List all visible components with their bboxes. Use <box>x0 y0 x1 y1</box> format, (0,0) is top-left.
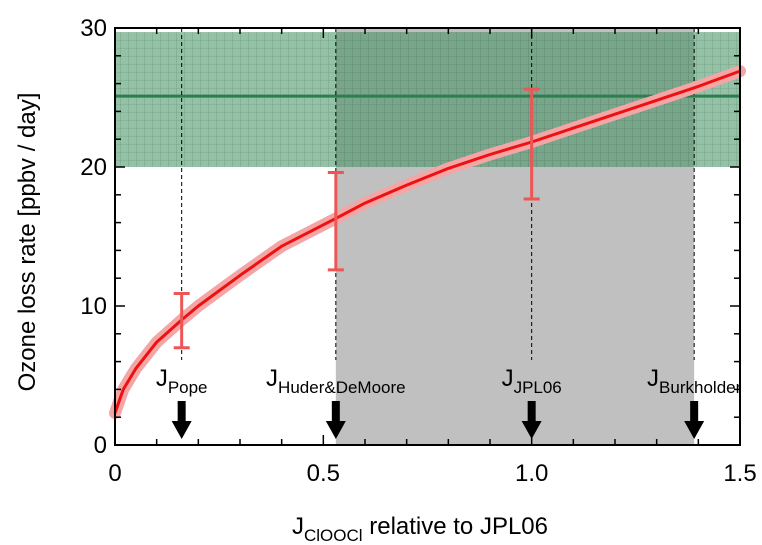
x-tick-label-3: 1.5 <box>723 460 756 487</box>
annotation-label-1: JHuder&DeMoore <box>266 365 406 397</box>
plot-frame <box>114 27 741 446</box>
y-tick-label-2: 20 <box>80 154 107 181</box>
y-tick-label-1: 10 <box>80 293 107 320</box>
x-tick-label-0: 0 <box>108 460 121 487</box>
annotation-arrow-3 <box>684 401 705 439</box>
y-tick-label-0: 0 <box>94 432 107 459</box>
x-tick-label-2: 1.0 <box>515 460 548 487</box>
y-tick-label-3: 30 <box>80 15 107 42</box>
annotation-label-3: JBurkholder <box>647 365 742 397</box>
annotation-arrow-1 <box>325 401 346 439</box>
x-axis-label-suffix: relative to JPL06 <box>363 513 548 540</box>
x-axis-label: JClOOCl relative to JPL06 <box>292 513 548 545</box>
y-axis-label: Ozone loss rate [ppbv / day] <box>14 93 41 392</box>
annotation-arrow-0 <box>171 401 192 439</box>
x-axis-label-subscript: ClOOCl <box>304 526 363 545</box>
annotation-arrow-2 <box>521 401 542 439</box>
annotation-label-0: JPope <box>156 365 208 397</box>
x-axis-label-main: J <box>292 513 304 540</box>
model-curve <box>113 69 741 414</box>
annotation-label-2: JJPL06 <box>502 365 562 397</box>
observed-band-grid <box>115 32 740 167</box>
x-tick-label-1: 0.5 <box>307 460 340 487</box>
